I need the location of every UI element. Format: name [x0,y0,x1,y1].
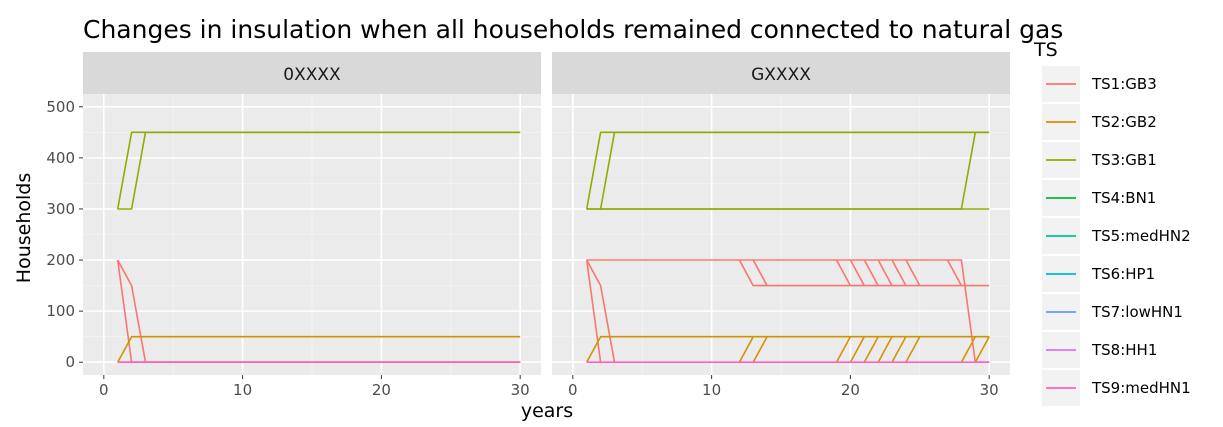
series-line [863,259,879,286]
y-tick-label: 0 [65,353,75,371]
series-line [849,336,866,363]
series-line [117,131,521,210]
facet-panel: GXXXX 0 10 20 30 [552,52,1010,399]
facet-strip [83,52,541,94]
legend-label: TS4:BN1 [1091,189,1156,207]
y-tick-label: 200 [46,251,75,269]
series-line [946,259,963,286]
x-tick-label: 20 [841,381,860,399]
legend: TS TS1:GB3 TS2:GB2 TS3:GB1 TS4:BN1 TS5:medHN… [1033,39,1191,406]
x-tick-label: 0 [568,381,578,399]
facet-strip-label: GXXXX [751,65,811,85]
legend-title: TS [1033,39,1058,61]
series-line [891,259,907,286]
y-tick-label: 500 [46,98,75,116]
series-line [877,336,893,363]
x-tick-label: 20 [372,381,391,399]
series-line [960,336,977,363]
x-tick-label: 0 [99,381,109,399]
series-line [891,336,907,363]
legend-label: TS8:HH1 [1091,341,1157,359]
facet-strip [552,52,1010,94]
series-line [905,336,921,363]
series-line [863,336,879,363]
series-line [835,336,852,363]
x-axis-title: years [521,400,573,422]
series-line [877,259,893,286]
y-tick-label: 400 [46,149,75,167]
legend-label: TS6:HP1 [1091,265,1155,283]
y-axis-title: Households [13,173,35,283]
series-line [752,259,768,286]
series-line [585,259,602,363]
y-tick-label: 100 [46,302,75,320]
series-line [905,259,921,286]
series-line [116,335,521,363]
legend-label: TS9:medHN1 [1091,379,1191,397]
legend-label: TS7:lowHN1 [1091,303,1183,321]
x-tick-label: 30 [511,381,530,399]
x-tick-label: 10 [233,381,252,399]
legend-label: TS1:GB3 [1091,75,1157,93]
series-line [835,259,852,286]
x-tick-label: 30 [980,381,999,399]
series-line [738,259,990,287]
legend-label: TS5:medHN2 [1091,227,1191,245]
series-line [974,336,990,363]
chart-title: Changes in insulation when all household… [83,15,1063,44]
legend-label: TS2:GB2 [1091,113,1157,131]
series-line [849,259,866,286]
facet-strip-label: 0XXXX [283,65,341,85]
series-line [752,336,768,363]
legend-label: TS3:GB1 [1091,151,1157,169]
series-line [585,335,990,363]
x-tick-label: 10 [702,381,721,399]
series-line [738,336,754,363]
y-tick-label: 300 [46,200,75,218]
